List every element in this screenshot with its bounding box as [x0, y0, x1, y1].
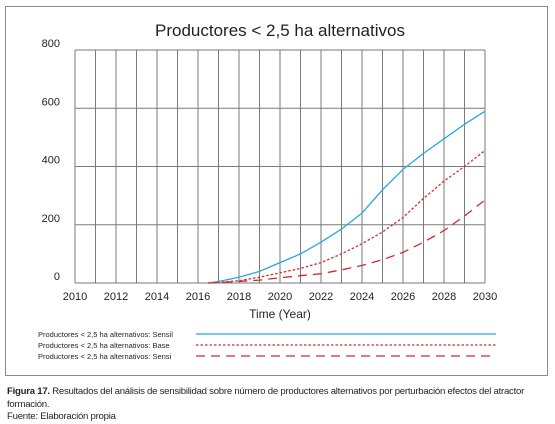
y-tick-label: 0: [54, 271, 60, 283]
x-tick-label: 2010: [63, 291, 87, 303]
x-tick-label: 2030: [473, 291, 497, 303]
chart-frame: Productores < 2,5 ha alternativos 0 200 400…: [5, 6, 548, 376]
caption-text: Resultados del análisis de sensibilidad …: [7, 386, 525, 410]
x-axis-label: Time (Year): [249, 307, 311, 321]
x-tick-label: 2012: [104, 291, 128, 303]
x-tick-label: 2024: [350, 291, 374, 303]
x-tick-label: 2028: [432, 291, 456, 303]
y-tick-label: 800: [42, 38, 60, 50]
x-tick-label: 2026: [391, 291, 415, 303]
x-tick-label: 2014: [145, 291, 169, 303]
legend-label-3: Productores < 2,5 ha alternativos: Sensi: [38, 352, 172, 361]
y-tick-label: 600: [42, 96, 60, 108]
x-tick-label: 2016: [186, 291, 210, 303]
y-tick-label: 200: [42, 213, 60, 225]
caption-source: Fuente: Elaboración propia: [7, 411, 116, 422]
series-line-1: [208, 110, 486, 284]
line-chart: Productores < 2,5 ha alternativos 0 200 400…: [38, 21, 497, 361]
legend-label-2: Productores < 2,5 ha alternativos: Base: [38, 341, 170, 350]
caption-label: Figura 17.: [7, 386, 50, 397]
legend-label-1: Productores < 2,5 ha alternativos: Sensi…: [38, 330, 173, 339]
x-tick-label: 2018: [227, 291, 251, 303]
x-tick-label: 2020: [268, 291, 292, 303]
chart-title: Productores < 2,5 ha alternativos: [155, 21, 405, 40]
series-line-2: [208, 149, 486, 284]
y-tick-label: 400: [42, 155, 60, 167]
x-tick-label: 2022: [309, 291, 333, 303]
series-line-3: [208, 199, 486, 284]
figure-caption: Figura 17. Resultados del análisis de se…: [7, 386, 552, 424]
